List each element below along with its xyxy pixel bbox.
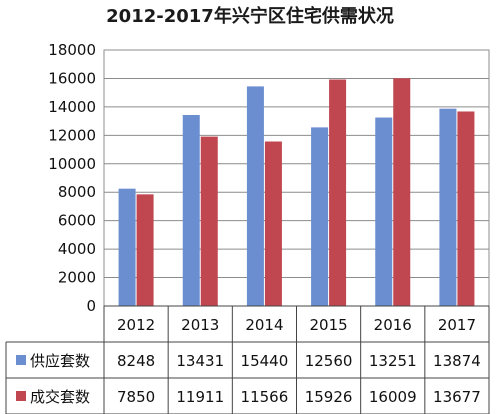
bar-supply-2012 <box>118 188 136 306</box>
bar-supply-2014 <box>246 86 264 306</box>
plot-area <box>103 49 490 307</box>
gridlines <box>103 49 490 307</box>
data-label: 7850 <box>117 388 155 406</box>
y-tick-label: 8000 <box>58 183 96 201</box>
bar-supply-2013 <box>182 114 200 307</box>
legend-swatch <box>16 391 26 401</box>
bars <box>118 78 475 307</box>
bar-deal-2012 <box>136 194 154 306</box>
x-tick-label: 2016 <box>374 316 412 334</box>
bar-deal-2013 <box>200 136 218 306</box>
y-tick-label: 6000 <box>58 212 96 230</box>
bar-supply-2017 <box>439 108 457 307</box>
data-label: 8248 <box>117 352 155 370</box>
data-label: 11911 <box>176 388 224 406</box>
data-label: 15926 <box>305 388 353 406</box>
bar-deal-2015 <box>329 79 347 306</box>
y-tick-label: 18000 <box>48 41 96 59</box>
y-tick-label: 16000 <box>48 69 96 87</box>
data-label: 15440 <box>241 352 289 370</box>
data-label: 13431 <box>176 352 224 370</box>
y-axis-tick-labels: 0 2000 4000 6000 8000 10000 12000 14000 16000 180… <box>48 41 96 315</box>
data-label: 16009 <box>369 388 417 406</box>
bar-deal-2014 <box>264 141 282 306</box>
y-tick-label: 0 <box>86 297 96 315</box>
y-tick-label: 14000 <box>48 98 96 116</box>
legend-label: 供应套数 <box>30 352 90 370</box>
x-tick-label: 2014 <box>245 316 283 334</box>
y-tick-label: 2000 <box>58 269 96 287</box>
bar-deal-2017 <box>457 111 475 306</box>
data-label: 11566 <box>241 388 289 406</box>
bar-supply-2015 <box>311 127 329 306</box>
data-label: 12560 <box>305 352 353 370</box>
y-tick-label: 4000 <box>58 240 96 258</box>
legend-swatch <box>16 355 26 365</box>
legend-label: 成交套数 <box>30 388 90 406</box>
x-tick-label: 2017 <box>438 316 476 334</box>
bar-deal-2016 <box>393 78 411 307</box>
x-tick-label: 2012 <box>117 316 155 334</box>
bar-supply-2016 <box>375 117 393 306</box>
data-table: 2012 2013 2014 2015 2016 2017 供应套数 8248 13431 154… <box>5 305 490 414</box>
x-tick-label: 2015 <box>309 316 347 334</box>
y-tick-label: 12000 <box>48 126 96 144</box>
chart-title: 2012-2017年兴宁区住宅供需状况 <box>106 6 394 27</box>
data-label: 13677 <box>433 388 481 406</box>
data-label: 13251 <box>369 352 417 370</box>
y-tick-label: 10000 <box>48 155 96 173</box>
data-label: 13874 <box>433 352 481 370</box>
x-tick-label: 2013 <box>181 316 219 334</box>
